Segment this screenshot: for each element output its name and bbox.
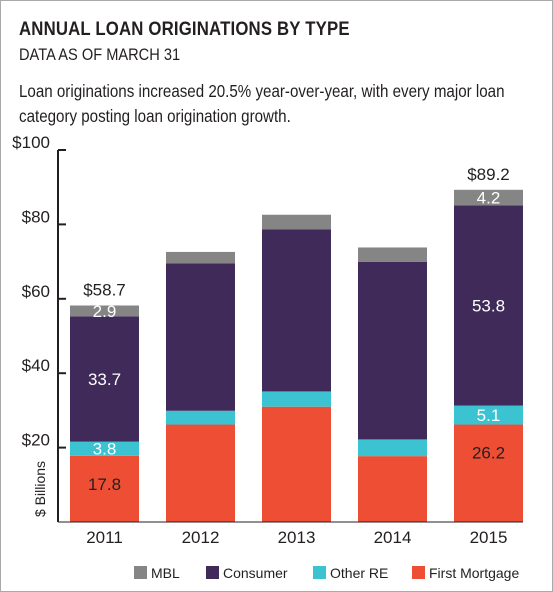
legend-swatch-consumer	[206, 566, 219, 579]
chart-subtitle: DATA AS OF MARCH 31	[19, 45, 181, 64]
bar-segment-consumer-2011	[70, 316, 139, 442]
x-tick-label: 2013	[278, 528, 316, 547]
bar-segment-mbl-2011	[70, 305, 139, 317]
data-label: 26.2	[472, 444, 505, 463]
x-tick-label: 2012	[182, 528, 220, 547]
data-label: 53.8	[472, 296, 505, 315]
legend: MBL Consumer Other RE First Mortgage	[134, 565, 519, 581]
legend-swatch-other-re	[313, 566, 326, 579]
bar-segment-first-mortgage-2011	[70, 455, 139, 522]
x-tick-label: 2014	[374, 528, 412, 547]
legend-swatch-mbl	[134, 566, 147, 579]
data-label: 17.8	[88, 475, 121, 494]
data-label: 2.9	[93, 302, 117, 321]
bar-segment-mbl-2014	[358, 247, 427, 262]
x-tick-label: 2015	[470, 528, 508, 547]
bar-segment-first-mortgage-2012	[166, 424, 235, 522]
chart-title: ANNUAL LOAN ORIGINATIONS BY TYPE	[19, 18, 350, 40]
bar-segment-first-mortgage-2013	[262, 406, 331, 522]
y-tick-label: $20	[22, 431, 50, 450]
legend-swatch-first-mortgage	[412, 566, 425, 579]
y-tick-label: $60	[22, 282, 50, 301]
bar-segment-mbl-2013	[262, 214, 331, 230]
axes: 2011 2012 2013 2014 2015 $20 $40 $60 $80 $100 $ Bi…	[12, 133, 523, 547]
y-tick-label: $100	[12, 133, 50, 152]
legend-label: First Mortgage	[429, 565, 519, 581]
legend-label: Consumer	[223, 565, 288, 581]
data-label: 5.1	[477, 406, 501, 425]
legend-label: Other RE	[330, 565, 388, 581]
data-label: 4.2	[477, 189, 501, 208]
data-label: 3.8	[93, 440, 117, 459]
bar-segment-mbl-2012	[166, 251, 235, 264]
bar-segment-consumer-2012	[166, 263, 235, 411]
y-tick-label: $40	[22, 356, 50, 375]
bar-segment-consumer-2013	[262, 229, 331, 392]
plot-area: 17.8 3.8 33.7 2.9 $58.7 26.2 5.1 53.8 4.2 $89.2	[70, 165, 523, 522]
y-tick-label: $80	[22, 207, 50, 226]
bar-segment-other-re-2013	[262, 391, 331, 407]
legend-label: MBL	[151, 565, 180, 581]
bar-segment-consumer-2015	[454, 205, 523, 406]
bar-segment-consumer-2014	[358, 261, 427, 440]
chart-description: Loan originations increased 20.5% year-o…	[19, 81, 505, 126]
bar-segment-other-re-2014	[358, 439, 427, 457]
bar-segment-first-mortgage-2014	[358, 456, 427, 522]
bar-segment-other-re-2012	[166, 410, 235, 425]
bar-segment-other-re-2011	[70, 441, 139, 456]
x-tick-label: 2011	[86, 528, 123, 547]
total-label: $58.7	[83, 280, 126, 299]
total-label: $89.2	[467, 165, 510, 184]
data-label: 33.7	[88, 370, 121, 389]
bar-segment-mbl-2015	[454, 189, 523, 206]
bar-segment-other-re-2015	[454, 405, 523, 425]
bar-segment-first-mortgage-2015	[454, 424, 523, 522]
y-axis-label: $ Billions	[32, 461, 48, 517]
